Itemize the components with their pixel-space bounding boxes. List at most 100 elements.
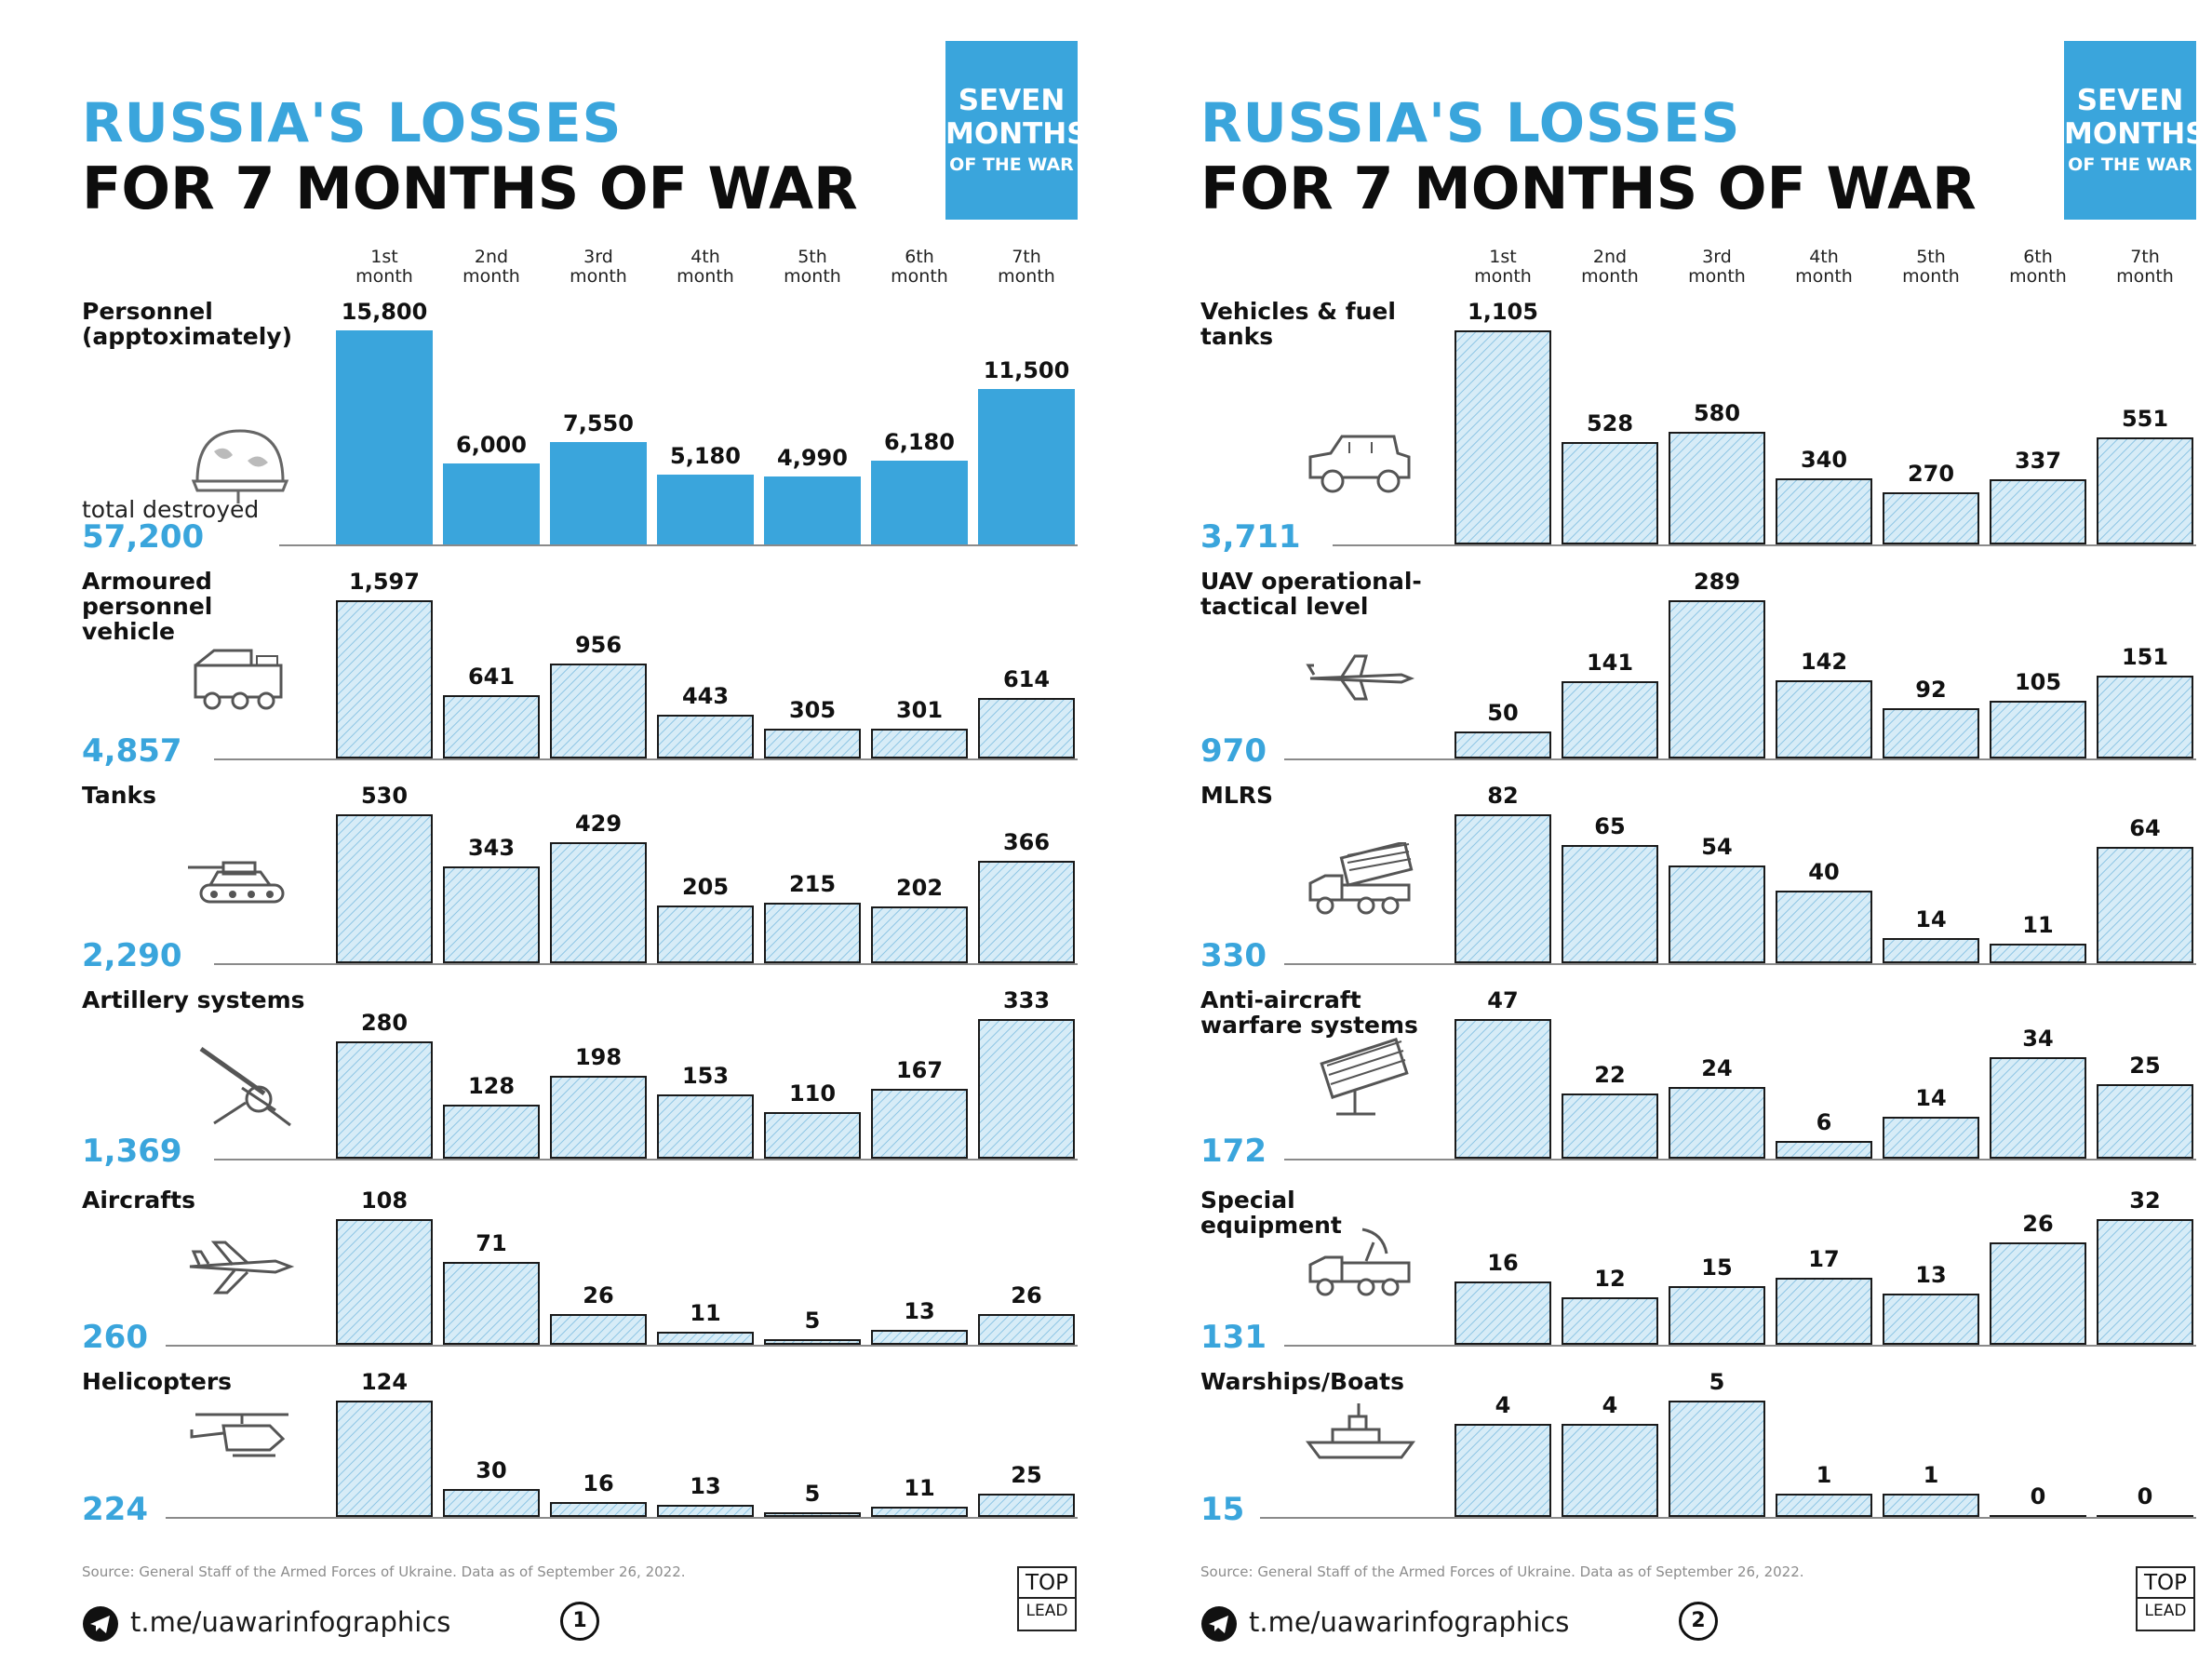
category-label: Anti-aircraft warfare systems: [1200, 986, 1418, 1039]
bar-value-label: 26: [1011, 1282, 1042, 1308]
month-ordinal: 3rd: [1702, 247, 1732, 267]
month-ordinal: 1st: [370, 247, 398, 267]
bar: [1669, 600, 1765, 758]
source-note: Source: General Staff of the Armed Force…: [82, 1563, 686, 1580]
bar-value-label: 110: [788, 1080, 837, 1107]
source-note: Source: General Staff of the Armed Force…: [1200, 1563, 1804, 1580]
bar-value-label: 30: [476, 1457, 507, 1483]
title-line-1: RUSSIA'S LOSSES: [1200, 91, 1741, 154]
month-word: month: [1795, 266, 1853, 287]
bar: [1562, 1093, 1658, 1159]
month-word: month: [2009, 266, 2067, 287]
bar: [1776, 680, 1872, 758]
month-header-1: 1st month: [1455, 248, 1551, 287]
bar: [2097, 847, 2193, 963]
bar-value-label: 6,180: [884, 429, 955, 455]
bar: [978, 1314, 1075, 1345]
category-label: Tanks: [82, 782, 157, 809]
bar: [1455, 1019, 1551, 1159]
category-label: Artillery systems: [82, 986, 305, 1013]
bar-value-label: 151: [2121, 644, 2169, 670]
month-ordinal: 5th: [798, 247, 827, 267]
telegram-link[interactable]: t.me/uawarinfographics: [130, 1606, 451, 1638]
bar-value-label: 108: [360, 1187, 409, 1214]
telegram-link[interactable]: t.me/uawarinfographics: [1249, 1606, 1570, 1638]
bar: [1562, 845, 1658, 963]
bar: [1990, 944, 2086, 963]
aircraft-icon: [189, 1241, 295, 1295]
helicopter-icon: [190, 1413, 288, 1457]
bar: [2097, 1084, 2193, 1159]
bar-value-label: 205: [681, 874, 730, 900]
bar: [1669, 1286, 1765, 1345]
badge-line-3: OF THE WAR: [2068, 154, 2192, 175]
seven-months-badge: SEVEN MONTHS OF THE WAR: [2064, 41, 2206, 220]
bar: [2097, 1515, 2193, 1517]
bar: [336, 600, 433, 758]
bar-value-label: 5,180: [670, 443, 741, 469]
month-header-4: 4th month: [1776, 248, 1872, 287]
seven-months-badge: SEVEN MONTHS OF THE WAR: [945, 41, 1088, 220]
bar: [1455, 1424, 1551, 1517]
bar-value-label: 202: [895, 875, 944, 901]
drone-icon: [1306, 654, 1415, 701]
month-header-5: 5th month: [764, 248, 861, 287]
bar-value-label: 124: [360, 1369, 409, 1395]
bar-value-label: 333: [1002, 987, 1051, 1013]
bar-value-label: 641: [467, 664, 516, 690]
bar-value-label: 11,500: [983, 357, 1070, 383]
bar: [550, 1502, 647, 1517]
bar: [443, 695, 540, 758]
bar: [764, 1339, 861, 1345]
month-word: month: [998, 266, 1055, 287]
bar-value-label: 82: [1487, 783, 1519, 809]
month-header-6: 6th month: [1990, 248, 2086, 287]
bar: [443, 1489, 540, 1517]
artillery-icon: [199, 1046, 291, 1127]
bar-value-label: 1,105: [1468, 299, 1538, 325]
bar: [657, 475, 754, 544]
bar: [657, 715, 754, 758]
category-label: Helicopters: [82, 1368, 233, 1395]
bar-value-label: 443: [681, 683, 730, 709]
badge-line-3: OF THE WAR: [949, 154, 1074, 175]
baseline: [1284, 1159, 2196, 1160]
baseline: [1284, 1345, 2196, 1347]
bar: [978, 698, 1075, 758]
bar-value-label: 1: [1816, 1462, 1832, 1488]
bar-value-label: 34: [2022, 1026, 2054, 1052]
category-total: 4,857: [82, 732, 182, 770]
page-number: 2: [1679, 1602, 1718, 1641]
baseline: [214, 1159, 1078, 1160]
bar-value-label: 429: [574, 811, 623, 837]
title-line-2: FOR 7 MONTHS OF WAR: [1200, 154, 1977, 222]
title-line-2: FOR 7 MONTHS OF WAR: [82, 154, 858, 222]
bar: [978, 1494, 1075, 1517]
helmet-icon: [191, 429, 289, 503]
category-label: MLRS: [1200, 782, 1274, 809]
category-total: 15: [1200, 1491, 1245, 1528]
bar-value-label: 301: [895, 697, 944, 723]
bar: [443, 1262, 540, 1345]
bar-value-label: 167: [895, 1057, 944, 1083]
bar-value-label: 47: [1487, 987, 1519, 1013]
category-total: 2,290: [82, 937, 182, 974]
month-word: month: [891, 266, 948, 287]
bar-value-label: 551: [2121, 406, 2169, 432]
bar-value-label: 14: [1915, 906, 1947, 932]
month-header-3: 3rd month: [550, 248, 647, 287]
bar: [1455, 814, 1551, 963]
month-ordinal: 2nd: [474, 247, 509, 267]
month-word: month: [570, 266, 627, 287]
infographic-page-2: RUSSIA'S LOSSES FOR 7 MONTHS OF WAR SEVE…: [1119, 0, 2212, 1677]
bar-value-label: 50: [1487, 700, 1519, 726]
bar: [1990, 1515, 2086, 1517]
bar: [2097, 1219, 2193, 1345]
month-header-1: 1st month: [336, 248, 433, 287]
month-word: month: [1902, 266, 1960, 287]
month-ordinal: 3rd: [583, 247, 613, 267]
bar-value-label: 289: [1693, 569, 1741, 595]
toplead-line-2: LEAD: [2138, 1597, 2193, 1620]
bar: [1776, 1494, 1872, 1517]
bar: [1562, 1297, 1658, 1345]
